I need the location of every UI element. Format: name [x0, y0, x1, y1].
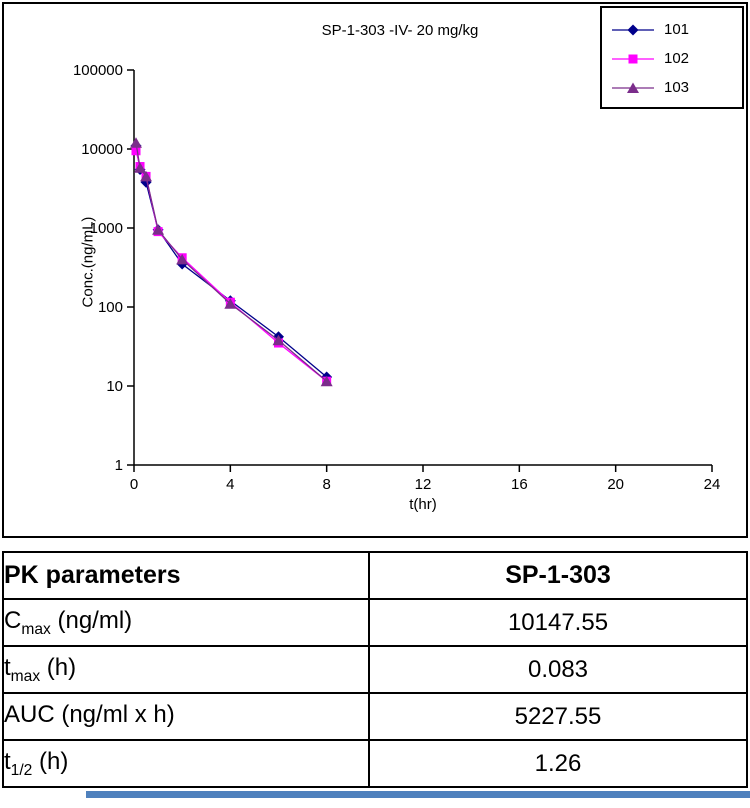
- label-sub: max: [21, 620, 51, 638]
- label-rest: (h): [32, 747, 69, 775]
- data-point-triangle: [320, 375, 333, 387]
- data-point-triangle: [134, 162, 147, 173]
- series-line-103: [135, 142, 328, 382]
- legend-entry-101: 101: [602, 15, 742, 44]
- legend-triangle-marker-icon: [611, 81, 655, 95]
- y-axis-label: Conc.(ng/mL): [79, 216, 97, 308]
- legend: 101 102 103: [600, 6, 744, 109]
- legend-entry-102: 102: [602, 44, 742, 73]
- auc-label: AUC (ng/ml x h): [2, 692, 370, 741]
- x-tick-label: 8: [322, 476, 330, 493]
- data-point-triangle: [224, 298, 237, 309]
- legend-square-marker-icon: [611, 52, 655, 66]
- data-point-triangle: [272, 334, 285, 346]
- label-base: AUC (ng/ml x h): [4, 700, 175, 728]
- data-point-triangle: [140, 170, 153, 182]
- y-tick-label: 1: [115, 457, 123, 474]
- bottom-accent-bar: [86, 791, 750, 798]
- header-compound: SP-1-303: [368, 551, 748, 600]
- pk-concentration-chart: 1 10 100 1000 10000 100000 0 4 8 12 16 20 24 SP-1-30…: [2, 2, 748, 538]
- y-tick-label: 10000: [81, 141, 123, 158]
- table-row-tmax: tmax (h) 0.083: [2, 645, 748, 694]
- label-base: t: [4, 747, 11, 775]
- data-point-diamond: [627, 24, 639, 35]
- label-sub: 1/2: [10, 761, 33, 779]
- series-line-101: [135, 145, 328, 378]
- label-rest: (h): [40, 653, 77, 681]
- label-rest: (ng/ml): [50, 606, 133, 634]
- plot-area: 1 10 100 1000 10000 100000 0 4 8 12 16 20 24: [73, 62, 721, 493]
- legend-label-102: 102: [664, 50, 690, 67]
- table-row-cmax: Cmax (ng/ml) 10147.55: [2, 598, 748, 647]
- x-tick-label: 24: [704, 476, 721, 493]
- series-line-102: [135, 150, 328, 382]
- chart-title: SP-1-303 -IV- 20 mg/kg: [321, 22, 479, 39]
- x-tick-label: 12: [415, 476, 432, 493]
- header-param: PK parameters: [2, 551, 370, 600]
- legend-diamond-marker-icon: [611, 23, 655, 37]
- y-tick-label: 100: [98, 299, 123, 316]
- thalf-label: t1/2 (h): [2, 739, 370, 788]
- x-tick-label: 20: [607, 476, 624, 493]
- table-row-thalf: t1/2 (h) 1.26: [2, 739, 748, 788]
- y-tick-label: 10: [106, 378, 123, 395]
- legend-entry-103: 103: [602, 73, 742, 102]
- x-tick-label: 0: [130, 476, 138, 493]
- table-header-row: PK parameters SP-1-303: [2, 551, 748, 600]
- data-point-triangle: [176, 253, 189, 265]
- legend-label-101: 101: [664, 21, 690, 38]
- legend-label-103: 103: [664, 79, 690, 96]
- table-row-auc: AUC (ng/ml x h) 5227.55: [2, 692, 748, 741]
- cmax-label: Cmax (ng/ml): [2, 598, 370, 647]
- tmax-value: 0.083: [368, 645, 748, 694]
- data-point-triangle: [627, 82, 639, 93]
- label-base: t: [4, 653, 11, 681]
- y-tick-label: 1000: [90, 220, 123, 237]
- pk-parameters-table: PK parameters SP-1-303 Cmax (ng/ml) 1014…: [2, 551, 748, 788]
- data-point-square: [131, 146, 141, 156]
- label-base: C: [4, 606, 22, 634]
- data-point-triangle: [152, 224, 165, 235]
- cmax-value: 10147.55: [368, 598, 748, 647]
- data-point-square: [628, 54, 638, 63]
- x-tick-label: 16: [511, 476, 528, 493]
- x-axis-label: t(hr): [409, 496, 437, 513]
- y-tick-label: 100000: [73, 62, 123, 79]
- thalf-value: 1.26: [368, 739, 748, 788]
- auc-value: 5227.55: [368, 692, 748, 741]
- tmax-label: tmax (h): [2, 645, 370, 694]
- x-tick-label: 4: [226, 476, 234, 493]
- label-sub: max: [10, 667, 41, 685]
- data-point-triangle: [129, 137, 142, 148]
